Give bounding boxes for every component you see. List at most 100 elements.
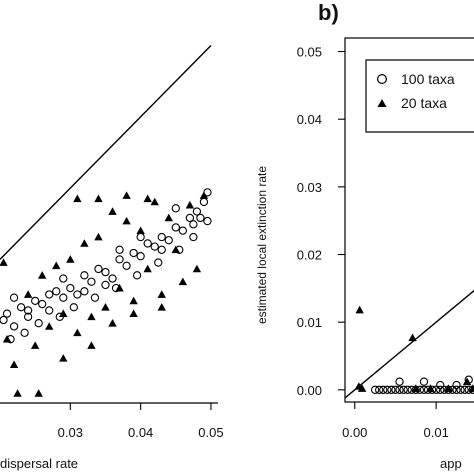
panel-a-point-s0-39 [59,274,68,283]
panel-a-point-s0-37 [101,280,110,290]
panel-b-point-s0-3 [383,385,392,394]
panel-b-plot-frame [344,37,474,403]
panel-a-point-s1-1 [2,334,12,343]
panel-a-point-s1-8 [45,322,54,330]
panel-b-point-s0-27 [419,377,429,386]
panel-a-point-s0-9 [59,293,68,302]
panel-a-reference-line [0,45,212,260]
panel-a: 0.03 0.04 0.05 dispersal rate [0,45,224,471]
panel-b-point-s1-3 [408,333,417,342]
panel-a-point-s1-24 [157,290,166,298]
panel-b-y-tick-label-0: 0.00 [297,383,322,398]
panel-a-point-s1-7 [37,271,47,279]
panel-a-point-s0-40 [45,290,54,299]
panel-b-point-s0-0 [370,385,380,394]
panel-b-point-s0-20 [452,385,461,394]
panel-a-point-s1-30 [199,191,209,199]
panel-a-point-s0-3 [16,303,26,312]
panel-a-point-s0-4 [23,312,33,321]
panel-b-point-s0-28 [436,380,445,390]
panel-a-point-s0-0 [0,315,8,325]
panel-a-point-s1-15 [94,232,103,241]
panel-a-point-s0-54 [203,216,212,226]
panel-a-point-s0-16 [108,274,117,283]
panel-b-label: b) [318,0,339,25]
panel-a-point-s0-51 [154,258,163,267]
panel-a-point-s0-22 [150,242,159,251]
panel-b-y-tick-label-5: 0.05 [297,45,322,60]
panel-a-point-s1-11 [66,255,75,263]
panel-a-point-s1-33 [122,191,131,199]
panel-a-x-tick-label-1: 0.04 [128,425,153,440]
panel-a-point-s0-53 [189,232,198,242]
panel-a-point-s0-25 [171,223,180,232]
panel-b-x-tick-label-0: 0.00 [342,425,367,440]
panel-a-point-s0-44 [20,328,29,337]
panel-a-point-s0-35 [136,232,145,242]
panel-b-point-s0-8 [403,385,412,394]
panel-a-point-s1-19 [122,216,131,225]
panel-a-point-s1-36 [87,341,96,349]
panel-a-point-s1-13 [80,239,89,247]
panel-a-point-s1-22 [143,264,152,273]
legend-open-circle-icon [377,73,388,84]
panel-a-point-s0-1 [2,309,12,318]
panel-a-point-s0-33 [171,204,180,213]
panel-a-point-s0-45 [34,319,43,328]
panel-b-y-tick-label-4: 0.04 [297,112,322,127]
panel-b-y-tick-label-3: 0.03 [297,180,322,195]
panel-a-point-s1-10 [59,309,68,317]
panel-a-point-s0-19 [129,248,138,258]
panel-a-x-axis-label: dispersal rate [0,456,78,471]
panel-a-point-s1-2 [9,360,19,369]
panel-a-point-s0-27 [185,213,195,223]
panel-a-point-s1-12 [73,328,82,337]
panel-a-point-s1-14 [87,312,96,321]
panel-a-point-s0-10 [66,283,75,293]
panel-b-point-s0-21 [456,385,465,394]
panel-b-legend: 100 taxa 20 taxa [365,59,474,133]
panel-a-point-s1-37 [108,319,117,327]
panel-a-point-s0-47 [69,303,78,312]
panel-a-point-s0-14 [94,264,103,274]
panel-b-point-s1-8 [468,384,474,392]
panel-a-point-s0-20 [136,252,145,261]
panel-a-x-tick-label-0: 0.03 [58,425,83,440]
panel-a-point-s0-5 [31,296,40,306]
panel-a-point-s1-31 [73,194,82,203]
panel-a-point-s0-41 [23,306,33,315]
panel-a-point-s0-18 [122,261,131,270]
panel-a-point-s0-7 [45,306,54,315]
panel-b-y-ticks: 0.00 0.01 0.02 0.03 0.04 0.05 [297,45,345,398]
panel-b-y-tick-label-1: 0.01 [297,315,322,330]
panel-b-y-tick-label-2: 0.02 [297,248,322,263]
panel-b-point-s0-26 [395,377,404,386]
panel-b-point-s0-4 [387,385,396,394]
panel-a-point-s0-12 [80,271,89,280]
panel-b-x-tick-label-1: 0.01 [424,425,449,440]
legend-entry-20-taxa: 20 taxa [401,95,447,111]
panel-b-point-s1-4 [411,384,421,392]
panel-a-point-s0-2 [9,322,19,331]
panel-a-point-s1-5 [30,341,40,349]
panel-a-point-s0-28 [192,207,202,216]
panel-a-point-s0-8 [52,287,61,296]
panel-a-point-s0-31 [196,213,205,223]
panel-a-point-s1-6 [34,389,43,397]
panel-a-point-s1-27 [178,277,188,286]
panel-a-point-s1-0 [0,258,8,266]
legend-entry-100-taxa: 100 taxa [401,71,455,87]
panel-b: b) 0.00 0.01 0.02 0.03 0.04 0.05 0.00 0.01 est… [255,0,474,471]
panel-a-point-s1-18 [115,283,124,292]
panel-b-point-s1-6 [444,384,453,392]
panel-a-point-s0-15 [101,267,110,277]
panel-b-points [354,305,474,394]
panel-a-point-s0-11 [73,290,82,299]
panel-b-point-s1-7 [462,377,472,386]
panel-a-point-s0-23 [157,232,166,242]
panel-a-point-s1-4 [23,290,33,298]
panel-a-point-s1-16 [101,303,110,311]
panel-a-point-s1-25 [164,213,173,222]
panel-a-point-s1-38 [129,309,138,317]
